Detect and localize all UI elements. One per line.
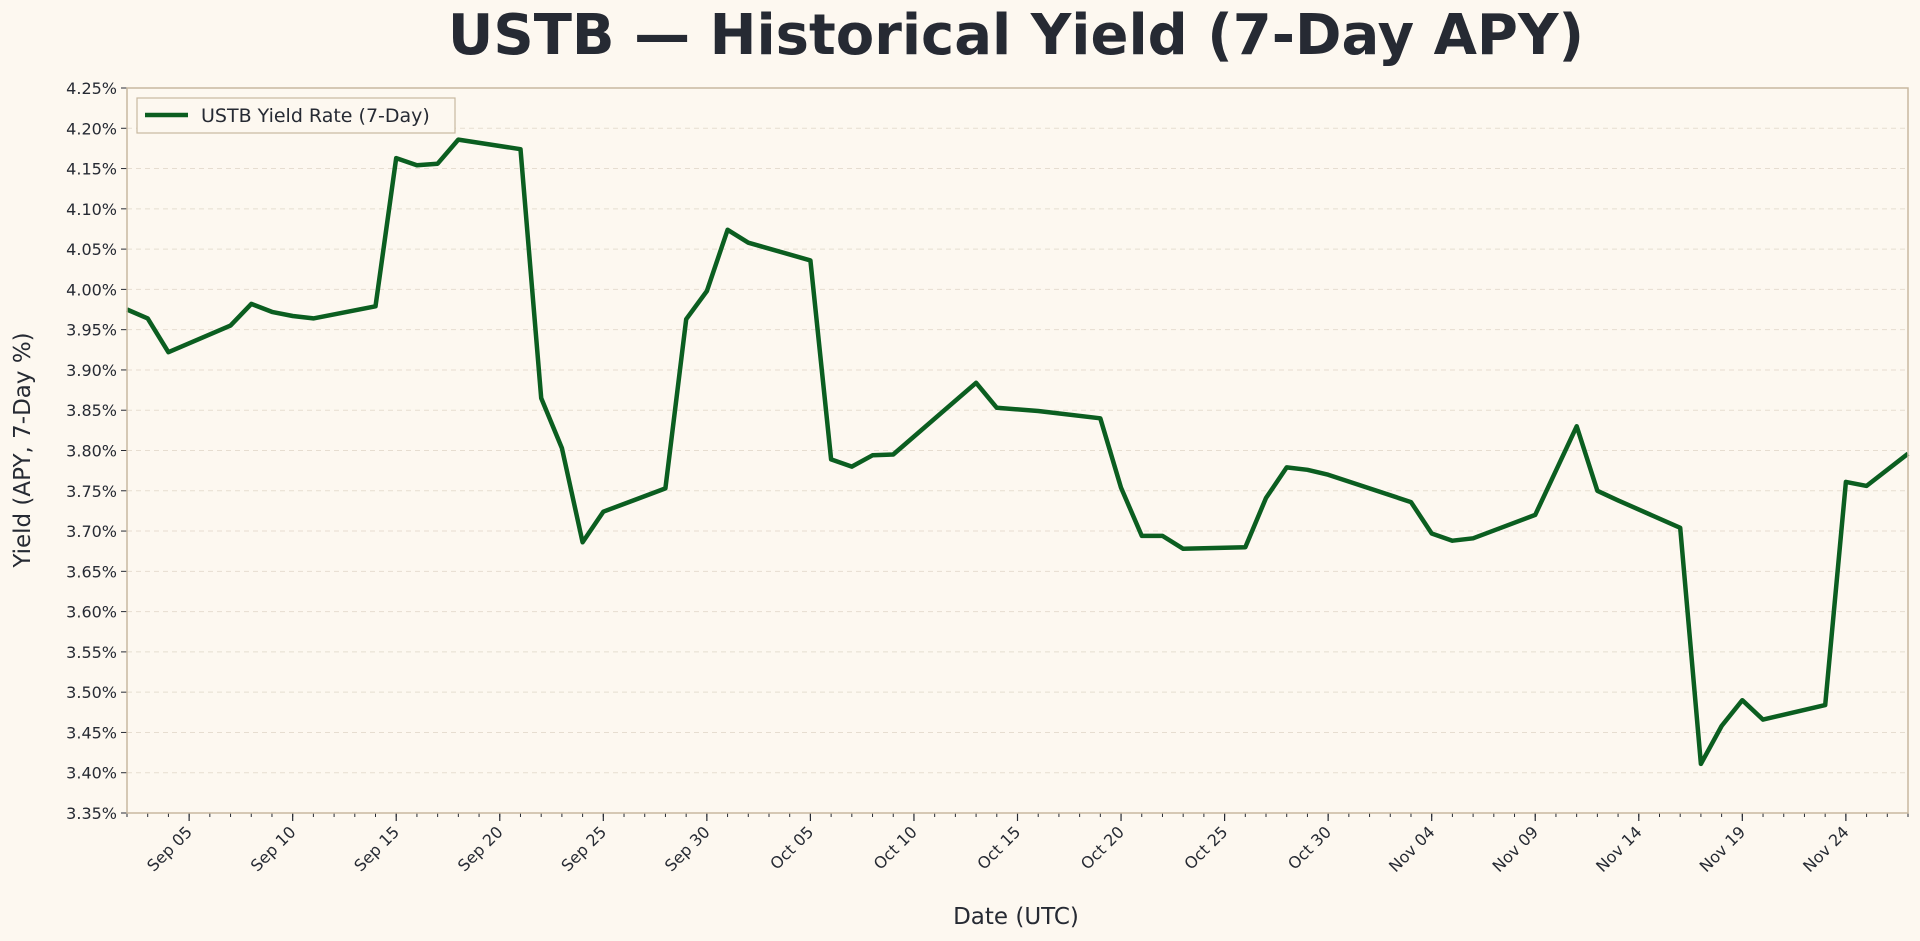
x-tick-label: Nov 14 xyxy=(1592,822,1646,876)
legend: USTB Yield Rate (7-Day) xyxy=(136,97,456,134)
grid xyxy=(127,87,1908,814)
y-tick-label: 3.45% xyxy=(66,723,117,742)
y-tick-label: 3.70% xyxy=(66,522,117,541)
y-tick-label: 3.75% xyxy=(66,482,117,501)
legend-label: USTB Yield Rate (7-Day) xyxy=(201,105,430,127)
x-tick-label: Nov 09 xyxy=(1489,822,1543,876)
x-tick-label: Oct 05 xyxy=(766,822,817,873)
y-tick-label: 3.80% xyxy=(66,442,117,461)
y-tick-label: 3.55% xyxy=(66,643,117,662)
x-tick-label: Sep 05 xyxy=(143,822,196,875)
y-tick-label: 3.50% xyxy=(66,683,117,702)
x-tick-label: Nov 24 xyxy=(1799,822,1853,876)
y-tick-label: 3.40% xyxy=(66,764,117,783)
x-tick-label: Nov 19 xyxy=(1696,822,1750,876)
x-tick-label: Oct 25 xyxy=(1180,822,1231,873)
y-tick-label: 3.90% xyxy=(66,361,117,380)
x-tick-label: Nov 04 xyxy=(1385,822,1439,876)
y-tick-label: 3.85% xyxy=(66,401,117,420)
y-axis: 3.35% 3.40% 3.45% 3.50% 3.55% 3.60% 3.65% 3.70%… xyxy=(66,79,127,823)
y-tick-label: 4.05% xyxy=(66,240,117,259)
y-tick-label: 4.00% xyxy=(66,280,117,299)
x-tick-label: Oct 30 xyxy=(1284,822,1335,873)
x-tick-label: Oct 15 xyxy=(973,822,1024,873)
series xyxy=(126,137,1910,767)
x-tick-label: Sep 25 xyxy=(557,822,610,875)
x-tick-label: Oct 10 xyxy=(870,822,921,873)
y-tick-label: 4.20% xyxy=(66,119,117,138)
x-tick-label: Sep 30 xyxy=(661,822,714,875)
y-tick-label: 3.35% xyxy=(66,804,117,823)
y-tick-label: 4.25% xyxy=(66,79,117,98)
y-tick-label: 3.95% xyxy=(66,321,117,340)
x-axis-label: Date (UTC) xyxy=(953,904,1079,930)
y-tick-label: 3.60% xyxy=(66,603,117,622)
y-tick-label: 4.15% xyxy=(66,160,117,179)
y-tick-label: 3.65% xyxy=(66,562,117,581)
series-line xyxy=(126,137,1910,767)
plot-frame xyxy=(126,87,1909,814)
y-axis-label: Yield (APY, 7-Day %) xyxy=(10,332,36,568)
x-tick-label: Sep 10 xyxy=(247,822,300,875)
y-tick-label: 4.10% xyxy=(66,200,117,219)
chart-title: USTB — Historical Yield (7-Day APY) xyxy=(448,3,1584,68)
x-tick-label: Sep 20 xyxy=(454,822,507,875)
x-tick-label: Sep 15 xyxy=(350,822,403,875)
x-tick-label: Oct 20 xyxy=(1077,822,1128,873)
x-axis: Sep 05 Sep 10 Sep 15 Sep 20 Sep 25 Sep 30 Oct … xyxy=(126,813,1909,876)
